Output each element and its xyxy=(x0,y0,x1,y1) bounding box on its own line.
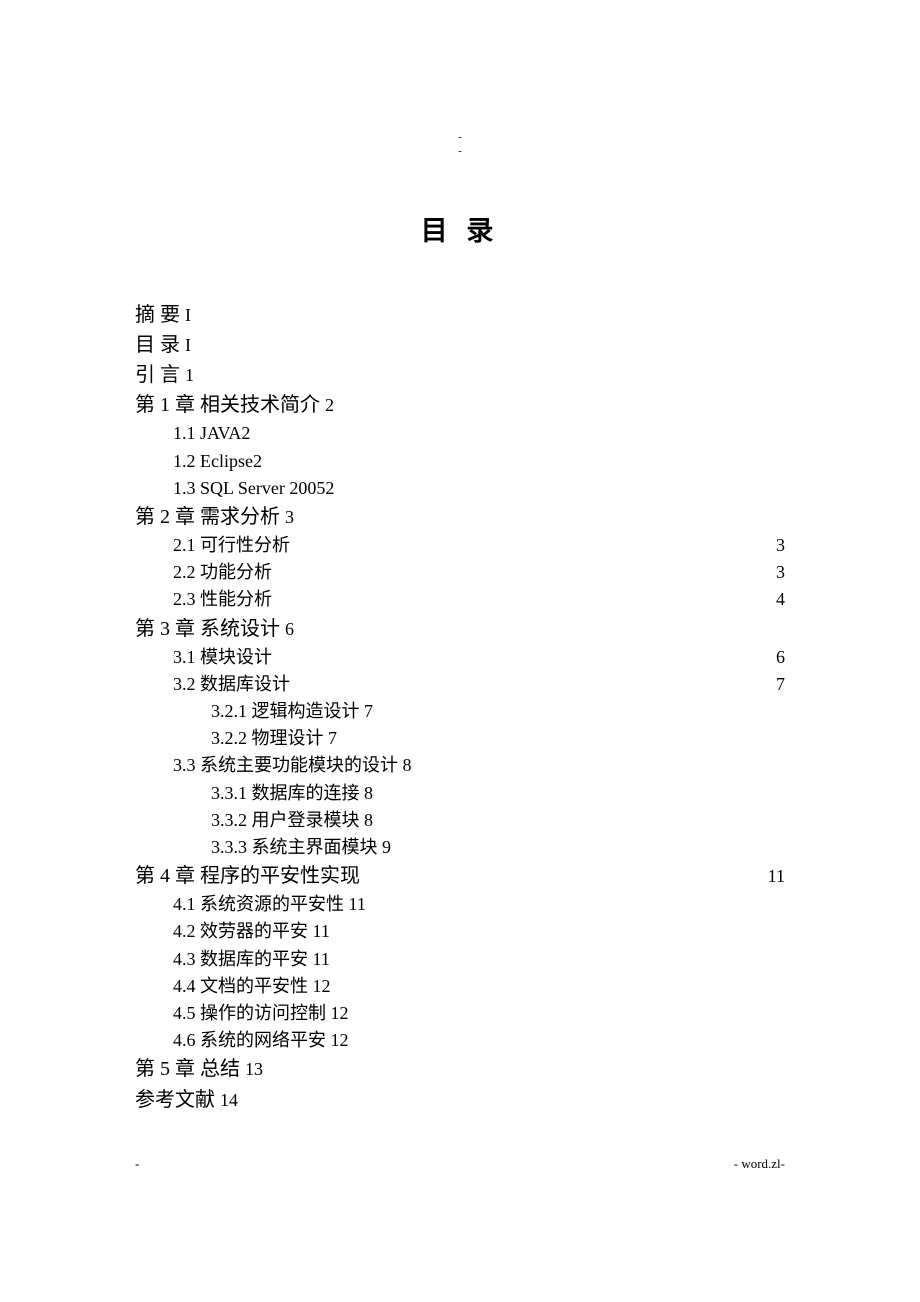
toc-s2-1: 2.1 可行性分析 3 xyxy=(135,532,785,559)
toc-label: 3.3.1 数据库的连接 8 xyxy=(211,780,373,807)
toc-label: 3.3 系统主要功能模块的设计 8 xyxy=(173,752,412,779)
footer-right: - word.zl- xyxy=(734,1156,785,1172)
toc-label: 3.3.3 系统主界面模块 9 xyxy=(211,834,391,861)
toc-s3-3-1: 3.3.1 数据库的连接 8 xyxy=(135,780,785,807)
page-footer: - - word.zl- xyxy=(135,1156,785,1172)
toc-s3-3: 3.3 系统主要功能模块的设计 8 xyxy=(135,752,785,779)
toc-label: 引 言 1 xyxy=(135,360,194,390)
toc-label: 1.1 JAVA2 xyxy=(173,420,250,447)
toc-s3-3-2: 3.3.2 用户登录模块 8 xyxy=(135,807,785,834)
toc-abstract: 摘 要 I xyxy=(135,300,785,330)
toc-label: 1.2 Eclipse2 xyxy=(173,448,262,475)
toc-label: 3.1 模块设计 xyxy=(173,644,272,671)
toc-label: 3.3.2 用户登录模块 8 xyxy=(211,807,373,834)
toc-s4-6: 4.6 系统的网络平安 12 xyxy=(135,1027,785,1054)
toc-ch1: 第 1 章 相关技术简介 2 xyxy=(135,390,785,420)
toc-label: 第 3 章 系统设计 6 xyxy=(135,614,294,644)
toc-label: 第 4 章 程序的平安性实现 xyxy=(135,861,360,891)
toc-page: 3 xyxy=(776,559,785,586)
toc-label: 4.5 操作的访问控制 12 xyxy=(173,1000,349,1027)
header-marker: - - xyxy=(135,130,785,159)
toc-s3-2-1: 3.2.1 逻辑构造设计 7 xyxy=(135,698,785,725)
toc-label: 2.1 可行性分析 xyxy=(173,532,290,559)
toc-s3-1: 3.1 模块设计 6 xyxy=(135,644,785,671)
header-dash-1: - xyxy=(135,130,785,144)
toc-label: 第 2 章 需求分析 3 xyxy=(135,502,294,532)
toc-page: 11 xyxy=(768,863,785,890)
toc-label: 3.2.2 物理设计 7 xyxy=(211,725,337,752)
toc-label: 目 录 I xyxy=(135,330,191,360)
toc-page: 4 xyxy=(776,586,785,613)
toc-ch3: 第 3 章 系统设计 6 xyxy=(135,614,785,644)
toc-label: 2.3 性能分析 xyxy=(173,586,272,613)
toc-page: 3 xyxy=(776,532,785,559)
toc-s3-2-2: 3.2.2 物理设计 7 xyxy=(135,725,785,752)
toc-label: 4.2 效劳器的平安 11 xyxy=(173,918,330,945)
toc-label: 4.1 系统资源的平安性 11 xyxy=(173,891,366,918)
toc-label: 4.4 文档的平安性 12 xyxy=(173,973,331,1000)
toc-ch2: 第 2 章 需求分析 3 xyxy=(135,502,785,532)
toc-label: 3.2 数据库设计 xyxy=(173,671,290,698)
toc-label: 摘 要 I xyxy=(135,300,191,330)
toc-label: 3.2.1 逻辑构造设计 7 xyxy=(211,698,373,725)
toc-s4-3: 4.3 数据库的平安 11 xyxy=(135,946,785,973)
toc-ch4: 第 4 章 程序的平安性实现 11 xyxy=(135,861,785,891)
toc-label: 4.3 数据库的平安 11 xyxy=(173,946,330,973)
toc-page: 6 xyxy=(776,644,785,671)
toc-s4-1: 4.1 系统资源的平安性 11 xyxy=(135,891,785,918)
page-title: 目 录 xyxy=(135,209,785,248)
toc-s2-2: 2.2 功能分析 3 xyxy=(135,559,785,586)
toc-s4-5: 4.5 操作的访问控制 12 xyxy=(135,1000,785,1027)
toc-page: 7 xyxy=(776,671,785,698)
toc-s2-3: 2.3 性能分析 4 xyxy=(135,586,785,613)
toc-s4-2: 4.2 效劳器的平安 11 xyxy=(135,918,785,945)
toc-label: 参考文献 14 xyxy=(135,1085,238,1115)
toc-contents: 目 录 I xyxy=(135,330,785,360)
header-dash-2: - xyxy=(135,144,785,158)
footer-left: - xyxy=(135,1156,139,1172)
toc-s1-1: 1.1 JAVA2 xyxy=(135,420,785,447)
toc-label: 2.2 功能分析 xyxy=(173,559,272,586)
toc-refs: 参考文献 14 xyxy=(135,1085,785,1115)
table-of-contents: 摘 要 I 目 录 I 引 言 1 第 1 章 相关技术简介 2 1.1 JAV… xyxy=(135,300,785,1115)
toc-label: 第 5 章 总结 13 xyxy=(135,1054,263,1084)
toc-s3-3-3: 3.3.3 系统主界面模块 9 xyxy=(135,834,785,861)
toc-label: 1.3 SQL Server 20052 xyxy=(173,475,334,502)
document-page: - - 目 录 摘 要 I 目 录 I 引 言 1 第 1 章 相关技术简介 2… xyxy=(0,0,920,1115)
toc-s1-2: 1.2 Eclipse2 xyxy=(135,448,785,475)
toc-s3-2: 3.2 数据库设计 7 xyxy=(135,671,785,698)
toc-ch5: 第 5 章 总结 13 xyxy=(135,1054,785,1084)
toc-intro: 引 言 1 xyxy=(135,360,785,390)
toc-s4-4: 4.4 文档的平安性 12 xyxy=(135,973,785,1000)
toc-s1-3: 1.3 SQL Server 20052 xyxy=(135,475,785,502)
toc-label: 4.6 系统的网络平安 12 xyxy=(173,1027,349,1054)
toc-label: 第 1 章 相关技术简介 2 xyxy=(135,390,334,420)
